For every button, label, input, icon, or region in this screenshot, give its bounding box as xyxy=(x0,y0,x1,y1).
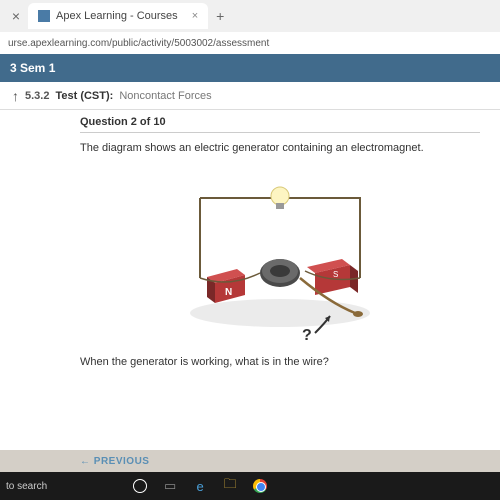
browser-tab-active[interactable]: Apex Learning - Courses × xyxy=(28,3,208,29)
question-text: The diagram shows an electric generator … xyxy=(80,141,480,156)
tab-title: Apex Learning - Courses xyxy=(56,10,178,22)
tab-close-icon[interactable]: × xyxy=(192,10,198,22)
url-bar[interactable]: urse.apexlearning.com/public/activity/50… xyxy=(0,32,500,54)
cortana-icon[interactable] xyxy=(131,477,149,495)
windows-taskbar: to search ▭ e 🗀 xyxy=(0,472,500,500)
diagram-svg: N S ? xyxy=(80,168,480,348)
test-name: Noncontact Forces xyxy=(119,90,211,102)
question-content: Question 2 of 10 The diagram shows an el… xyxy=(0,110,500,450)
chrome-icon[interactable] xyxy=(251,477,269,495)
course-title: 3 Sem 1 xyxy=(10,61,55,75)
browser-tab-strip: × Apex Learning - Courses × + xyxy=(0,0,500,32)
new-tab-icon[interactable]: + xyxy=(216,8,224,24)
question-mark-icon: ? xyxy=(302,327,312,344)
magnet-north-label: N xyxy=(225,287,232,298)
magnet-south-label: S xyxy=(333,270,338,279)
apex-favicon-icon xyxy=(38,10,50,22)
taskbar-search-text[interactable]: to search xyxy=(6,481,47,492)
course-header: 3 Sem 1 xyxy=(0,54,500,82)
generator-diagram: N S ? xyxy=(80,168,480,348)
previous-button[interactable]: ← PREVIOUS xyxy=(80,456,149,467)
url-text: urse.apexlearning.com/public/activity/50… xyxy=(8,38,269,49)
test-label: Test (CST): xyxy=(55,90,113,102)
breadcrumb: ↑ 5.3.2 Test (CST): Noncontact Forces xyxy=(0,82,500,110)
prev-tab-close-icon[interactable]: × xyxy=(4,4,28,28)
edge-icon[interactable]: e xyxy=(191,477,209,495)
lesson-code: 5.3.2 xyxy=(25,90,49,102)
back-arrow-icon[interactable]: ↑ xyxy=(12,88,19,104)
nav-footer: ← PREVIOUS xyxy=(0,450,500,473)
sub-question-text: When the generator is working, what is i… xyxy=(80,356,480,368)
task-view-icon[interactable]: ▭ xyxy=(161,477,179,495)
question-number: Question 2 of 10 xyxy=(80,116,480,133)
file-explorer-icon[interactable]: 🗀 xyxy=(221,477,239,495)
